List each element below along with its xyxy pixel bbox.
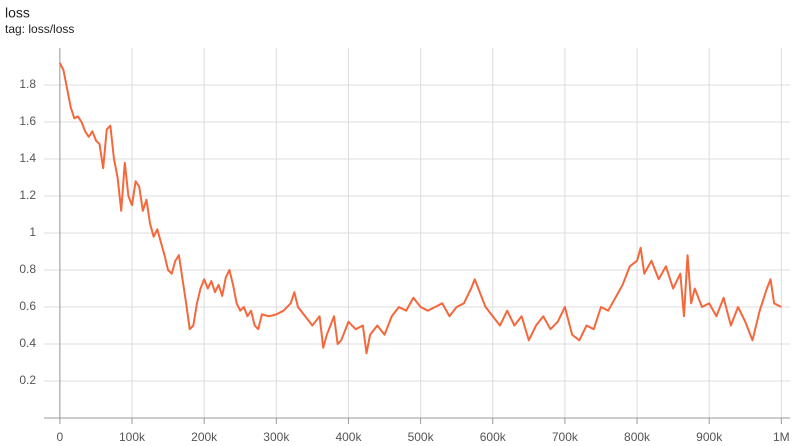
x-tick-label: 700k (552, 430, 579, 444)
x-tick-label: 900k (696, 430, 723, 444)
chart-subtitle: tag: loss/loss (5, 22, 74, 36)
y-tick-label: 0.8 (19, 262, 36, 276)
x-tick-label: 600k (480, 430, 507, 444)
x-tick-label: 500k (408, 430, 435, 444)
y-tick-label: 0.4 (19, 336, 36, 350)
x-tick-label: 100k (119, 430, 146, 444)
x-tick-label: 200k (191, 430, 218, 444)
y-tick-label: 0.6 (19, 299, 36, 313)
x-tick-label: 0 (57, 430, 64, 444)
y-tick-label: 1.4 (19, 151, 36, 165)
y-tick-label: 1.2 (19, 188, 36, 202)
loss-line (58, 62, 782, 355)
y-tick-label: 1 (29, 225, 36, 239)
x-tick-label: 800k (624, 430, 651, 444)
chart-title: loss (5, 5, 30, 21)
x-tick-label: 400k (335, 430, 362, 444)
y-tick-label: 1.8 (19, 77, 36, 91)
x-tick-label: 1M (773, 430, 790, 444)
x-tick-label: 300k (263, 430, 290, 444)
y-tick-label: 1.6 (19, 114, 36, 128)
y-tick-label: 0.2 (19, 373, 36, 387)
